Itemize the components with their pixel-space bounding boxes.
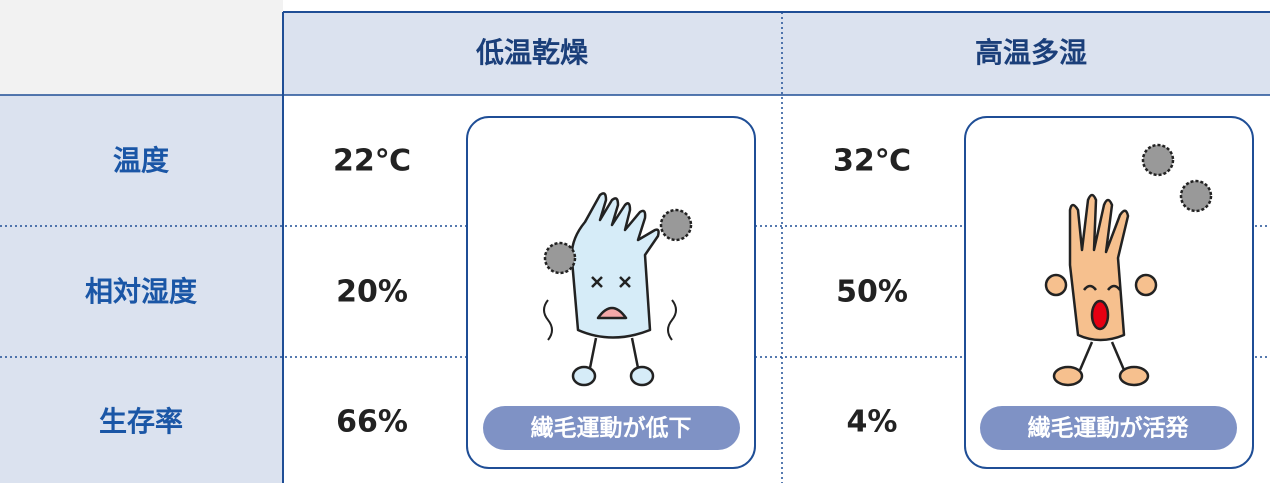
cell-value: 66% xyxy=(336,405,408,440)
comparison-table: 低温乾燥 高温多湿 温度 相対湿度 生存率 22℃ 20% 66% 32℃ 50… xyxy=(0,0,1270,483)
cell-value: 50% xyxy=(836,275,908,310)
cell-value: 4% xyxy=(847,405,898,440)
badge-text: 繊毛運動が活発 xyxy=(1028,415,1190,442)
column-header: 低温乾燥 xyxy=(475,36,589,69)
column-header: 高温多湿 xyxy=(975,36,1087,69)
corner-cell xyxy=(0,0,283,95)
cell-value: 22℃ xyxy=(333,144,411,179)
badge-text: 繊毛運動が低下 xyxy=(531,415,692,442)
row-label: 温度 xyxy=(113,144,169,177)
cell-value: 20% xyxy=(336,275,408,310)
row-label: 相対湿度 xyxy=(85,275,197,308)
row-label: 生存率 xyxy=(99,405,183,438)
header-row xyxy=(283,12,1270,95)
cell-value: 32℃ xyxy=(833,144,911,179)
